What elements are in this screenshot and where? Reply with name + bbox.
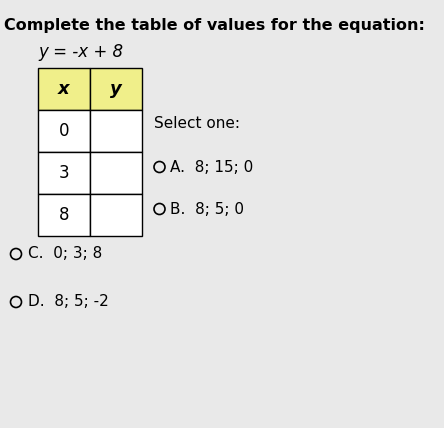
Bar [90,110,142,152]
Text: 8: 8 [59,206,69,224]
Text: Complete the table of values for the equation:: Complete the table of values for the equ… [4,18,425,33]
Text: y = -x + 8: y = -x + 8 [38,43,123,61]
Text: x: x [58,80,70,98]
Text: Select one:: Select one: [154,116,240,131]
Text: 3: 3 [59,164,69,182]
Text: y: y [110,80,122,98]
Text: D.  8; 5; -2: D. 8; 5; -2 [28,294,109,309]
Text: C.  0; 3; 8: C. 0; 3; 8 [28,247,102,262]
Bar [90,68,142,110]
Bar [38,152,90,194]
Bar [38,194,90,236]
Text: A.  8; 15; 0: A. 8; 15; 0 [170,160,253,175]
Bar [38,68,90,110]
Bar [38,110,90,152]
Text: B.  8; 5; 0: B. 8; 5; 0 [170,202,244,217]
Text: 0: 0 [59,122,69,140]
Bar [90,152,142,194]
Bar [90,194,142,236]
